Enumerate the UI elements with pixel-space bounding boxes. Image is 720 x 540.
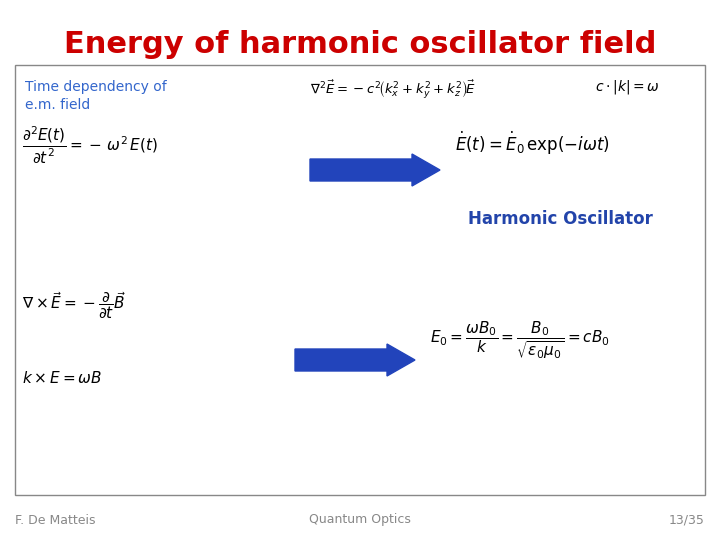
Text: F. De Matteis: F. De Matteis xyxy=(15,514,96,526)
Text: $\dot{E}(t)=\dot{E}_0\,\exp(-i\omega t)$: $\dot{E}(t)=\dot{E}_0\,\exp(-i\omega t)$ xyxy=(455,130,610,157)
Text: $E_0 = \dfrac{\omega B_0}{k} = \dfrac{B_0}{\sqrt{\varepsilon_0\mu_0}} = cB_0$: $E_0 = \dfrac{\omega B_0}{k} = \dfrac{B_… xyxy=(430,320,610,361)
Text: Quantum Optics: Quantum Optics xyxy=(309,514,411,526)
Text: Harmonic Oscillator: Harmonic Oscillator xyxy=(467,210,652,228)
FancyArrow shape xyxy=(310,154,440,186)
Text: $c\cdot|k|=\omega$: $c\cdot|k|=\omega$ xyxy=(595,78,660,96)
Text: $\dfrac{\partial^2 E(t)}{\partial t^2} = -\,\omega^2\,E(t)$: $\dfrac{\partial^2 E(t)}{\partial t^2} =… xyxy=(22,125,158,166)
Text: $\nabla^2\vec{E} = -c^2\!\left(k_x^2+k_y^2+k_z^2\right)\!\vec{E}$: $\nabla^2\vec{E} = -c^2\!\left(k_x^2+k_y… xyxy=(310,78,476,101)
FancyBboxPatch shape xyxy=(15,65,705,495)
Text: Energy of harmonic oscillator field: Energy of harmonic oscillator field xyxy=(64,30,656,59)
Text: $k \times E = \omega B$: $k \times E = \omega B$ xyxy=(22,370,102,386)
Text: $\nabla \times \vec{E} = -\dfrac{\partial}{\partial t}\vec{B}$: $\nabla \times \vec{E} = -\dfrac{\partia… xyxy=(22,290,126,321)
Text: e.m. field: e.m. field xyxy=(25,98,90,112)
Text: 13/35: 13/35 xyxy=(669,514,705,526)
Text: Time dependency of: Time dependency of xyxy=(25,80,167,94)
FancyArrow shape xyxy=(295,344,415,376)
